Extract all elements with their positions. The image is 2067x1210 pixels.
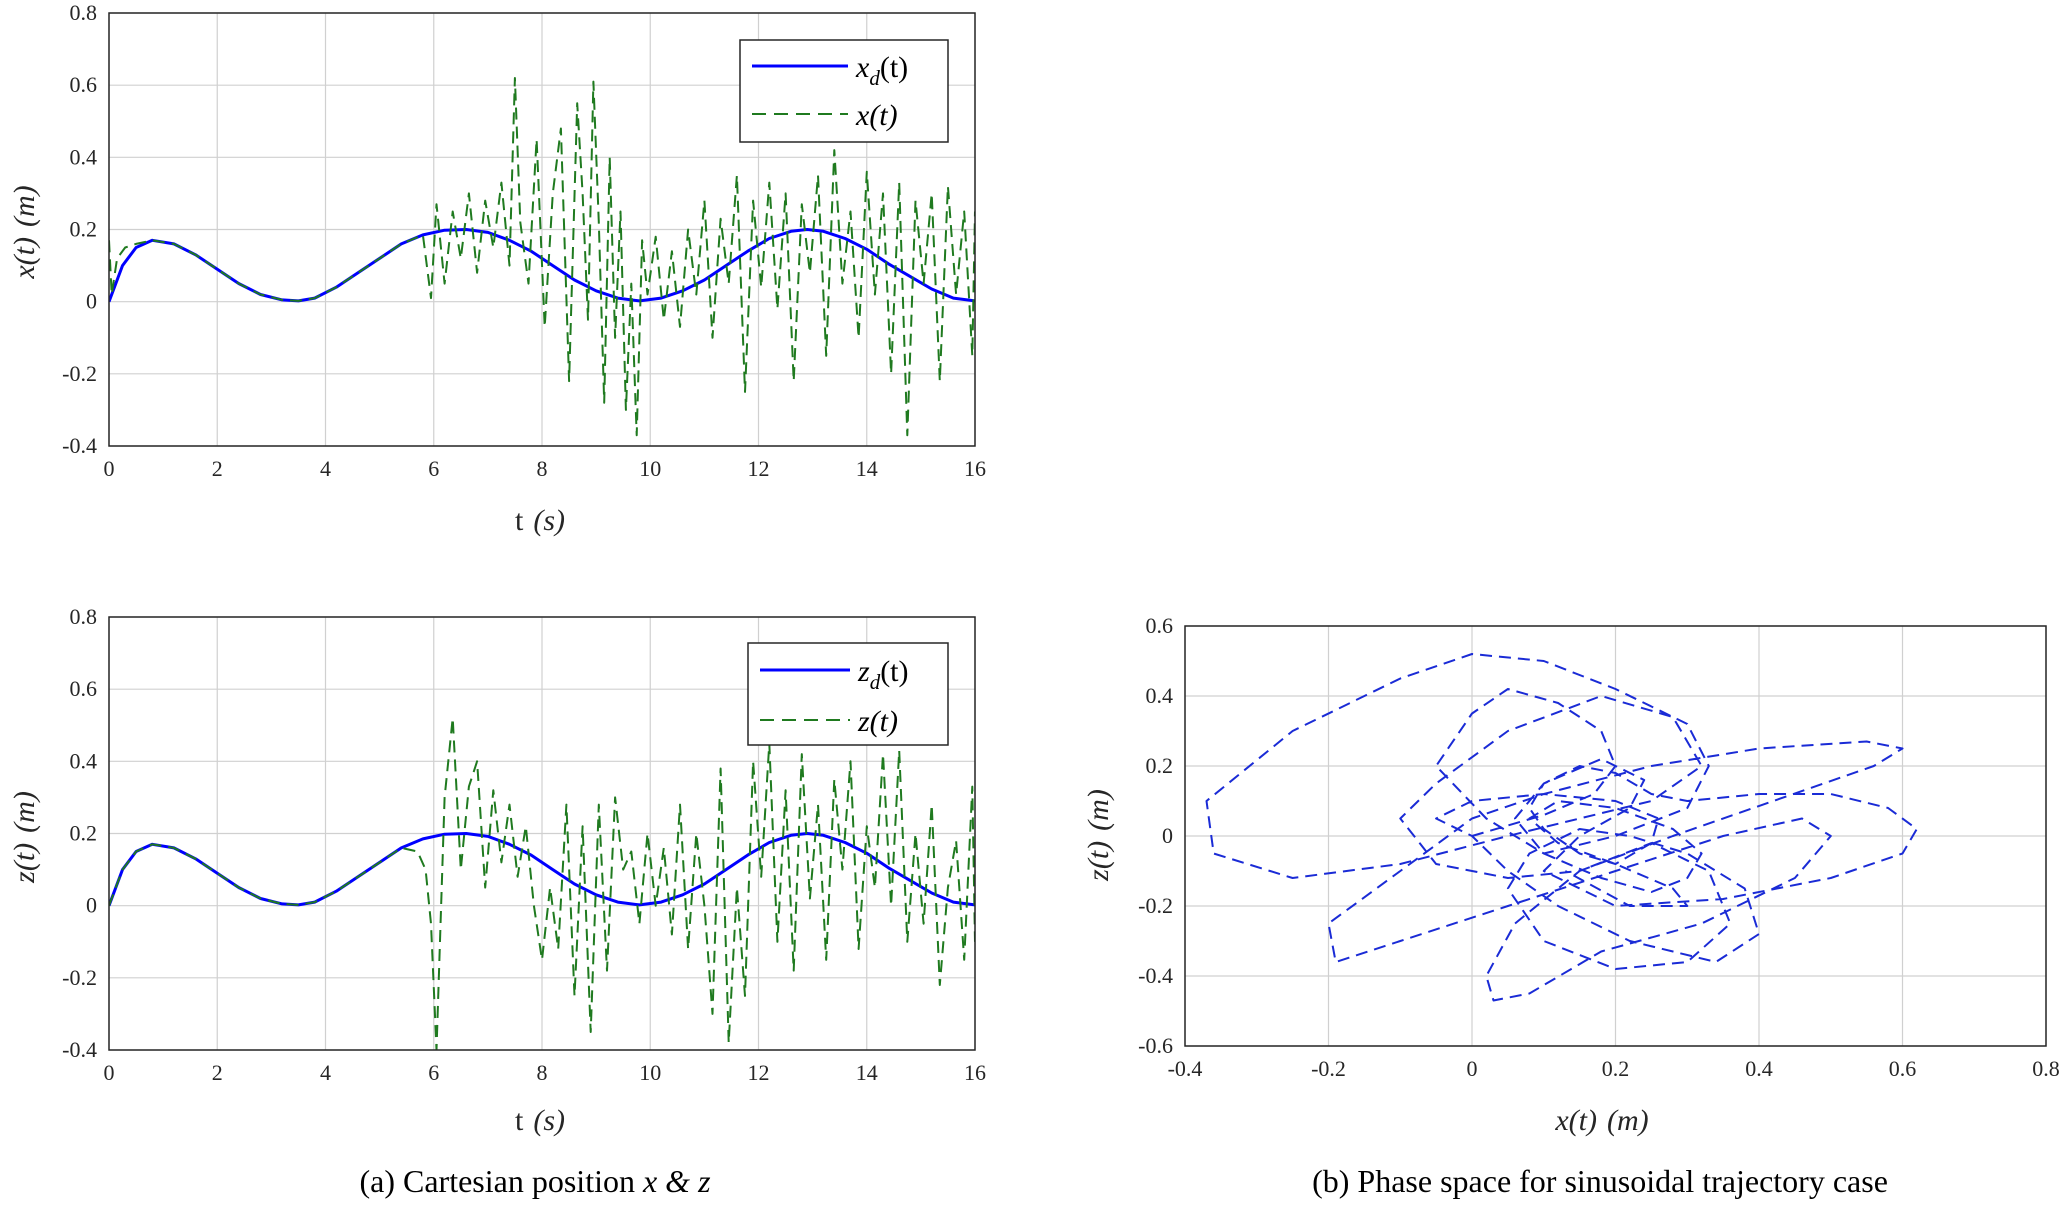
y-tick-label: 0.2 [70,217,98,242]
legend-z-actual-label: z(t) [857,705,898,738]
phase-space-plot: -0.4 -0.2 0 0.2 0.4 0.6 0.8-0.6-0.4-0.200.20.4… [1138,613,2060,1081]
y-tick-label: -0.4 [62,1037,97,1062]
z-plot-ylabel-main: z(t) [8,843,41,884]
x-tick-label: 0.6 [1889,1056,1917,1081]
x-tick-label: 2 [212,456,223,481]
x-tick-label: 16 [964,456,986,481]
phase-ylabel-unit: (m) [1082,789,1115,831]
y-tick-label: 0.2 [70,821,98,846]
x-tick-label: 8 [537,1060,548,1085]
y-tick-label: -0.4 [62,433,97,458]
y-tick-label: 0.2 [1146,753,1174,778]
x-tick-label: 0 [104,456,115,481]
svg-text:x(t)(m): x(t) (m) [1554,1104,1648,1137]
x-tick-label: 10 [639,456,661,481]
z-plot-xlabel-unit: (s) [533,1104,565,1137]
x-tick-label: 6 [428,456,439,481]
y-tick-label: 0 [86,289,97,314]
y-tick-label: 0.6 [70,72,98,97]
y-tick-label: 0.6 [70,676,98,701]
x-plot-ylabel-main: x(t) [8,237,41,280]
x-tick-label: -0.2 [1311,1056,1346,1081]
svg-text:z(t)(m): z(t) (m) [1082,789,1115,882]
x-tick-label: 0.8 [2032,1056,2060,1081]
x_plot-axes-box [108,12,976,447]
x-plot-ylabel-unit: (m) [8,185,41,227]
y-tick-label: 0 [1162,823,1173,848]
x-tick-label: 8 [537,456,548,481]
y-tick-label: 0.4 [1146,683,1174,708]
y-tick-label: -0.2 [62,965,97,990]
x-tick-label: 0 [1467,1056,1478,1081]
x-tick-label: 12 [748,456,770,481]
x-tick-label: 6 [428,1060,439,1085]
x-tick-label: 10 [639,1060,661,1085]
svg-text:z(t)(m): z(t) (m) [8,791,41,884]
phase_plot-axes-box [1184,625,2047,1047]
x-plot-xlabel-unit: (s) [533,504,565,537]
y-tick-label: 0 [86,893,97,918]
y-tick-label: -0.6 [1138,1033,1173,1058]
x_plot-series-x-t- [109,77,975,437]
svg-text:zd(t): zd(t) [857,655,909,694]
x-tick-label: 0.4 [1745,1056,1773,1081]
legend-x-desired-label: x [855,51,870,84]
x-plot-xlabel-main: t [515,504,524,537]
x-tick-label: 0 [104,1060,115,1085]
y-tick-label: 0.4 [70,144,98,169]
svg-text:xd(t): xd(t) [855,51,908,90]
y-tick-label: 0.6 [1146,613,1174,638]
caption-a: (a) Cartesian position x & z [359,1163,711,1199]
x-tick-label: 4 [320,456,331,481]
x-tick-label: 12 [748,1060,770,1085]
z-plot-xlabel-main: t [515,1104,524,1137]
y-tick-label: -0.2 [62,361,97,386]
phase-xlabel-unit: (m) [1607,1104,1649,1137]
z-plot-ylabel-unit: (m) [8,791,41,833]
x-tick-label: 14 [856,1060,878,1085]
svg-text:x(t)(m): x(t) (m) [8,185,41,279]
legend-z-desired-label: z [857,655,870,688]
y-tick-label: -0.4 [1138,963,1173,988]
z_plot-series-z-t- [109,717,975,1050]
y-tick-label: 0.4 [70,748,98,773]
phase_plot-series-trajectory [1205,653,1918,1002]
x-tick-label: 2 [212,1060,223,1085]
phase-xlabel-main: x(t) [1554,1104,1597,1137]
svg-text:t(s): t (s) [515,504,565,537]
legend-x-actual-label: x(t) [855,99,898,132]
svg-text:t(s): t (s) [515,1104,565,1137]
y-tick-label: -0.2 [1138,893,1173,918]
phase-ylabel-main: z(t) [1082,841,1115,882]
x-tick-label: 16 [964,1060,986,1085]
x-tick-label: 4 [320,1060,331,1085]
y-tick-label: 0.8 [70,0,98,25]
y-tick-label: 0.8 [70,604,98,629]
legend-x: xd(t) x(t) [739,39,949,143]
caption-b: (b) Phase space for sinusoidal trajector… [1312,1163,1888,1199]
x-tick-label: 0.2 [1602,1056,1630,1081]
z_plot-axes-box [108,616,976,1051]
x-tick-label: 14 [856,456,878,481]
legend-z: zd(t) z(t) [747,642,949,746]
x-tick-label: -0.4 [1168,1056,1203,1081]
